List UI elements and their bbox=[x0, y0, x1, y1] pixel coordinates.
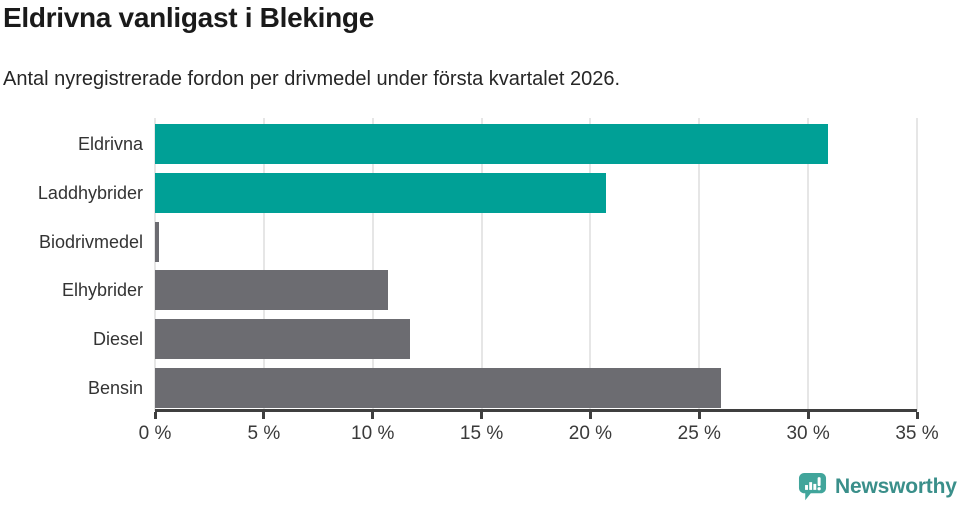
x-axis-tick bbox=[480, 412, 484, 419]
plot-area: 0 % 5 % 10 % 15 % 20 % 25 % 30 % 35 % bbox=[139, 118, 939, 444]
category-label: Bensin bbox=[87, 378, 143, 398]
chart-subtitle: Antal nyregistrerade fordon per drivmede… bbox=[3, 68, 621, 90]
x-axis-tick-label: 20 % bbox=[568, 423, 613, 444]
category-label: Laddhybrider bbox=[37, 182, 143, 203]
newsworthy-logo-icon bbox=[798, 472, 827, 501]
category-label: Diesel bbox=[92, 329, 143, 350]
bar-biodrivmedel bbox=[155, 221, 160, 262]
newsworthy-brand-text: Newsworthy bbox=[835, 474, 957, 498]
x-axis-tick bbox=[806, 412, 810, 419]
gridline bbox=[480, 118, 483, 411]
gridline bbox=[807, 118, 810, 411]
bar-elhybrider bbox=[155, 270, 388, 311]
bar-laddhybrider bbox=[155, 172, 606, 213]
category-label: Elhybrider bbox=[61, 280, 143, 301]
category-label: Eldrivna bbox=[77, 134, 143, 154]
x-axis-tick bbox=[915, 412, 919, 419]
category-labels: Eldrivna Laddhybrider Biodrivmedel Elhybrid… bbox=[0, 118, 143, 411]
bar-bensin bbox=[155, 368, 722, 408]
x-axis-tick-label: 25 % bbox=[677, 423, 721, 444]
x-axis-tick-label: 10 % bbox=[351, 423, 395, 444]
x-axis-tick bbox=[697, 412, 701, 419]
x-axis-tick-label: 30 % bbox=[786, 423, 830, 444]
x-axis-tick-label: 15 % bbox=[459, 423, 504, 444]
category-label: Biodrivmedel bbox=[38, 231, 143, 252]
x-axis-tick bbox=[262, 412, 266, 419]
x-axis-tick bbox=[371, 412, 375, 419]
newsworthy-brand: Newsworthy bbox=[798, 471, 957, 502]
x-axis-tick-label: 0 % bbox=[138, 423, 172, 444]
gridline bbox=[262, 118, 265, 411]
x-axis-line bbox=[155, 409, 917, 412]
x-axis-tick-label: 35 % bbox=[895, 423, 939, 444]
bar-eldrivna bbox=[155, 124, 828, 164]
x-axis-tick bbox=[153, 412, 157, 419]
gridline bbox=[154, 118, 156, 411]
gridline bbox=[589, 118, 592, 411]
speech-bubble-shape bbox=[798, 472, 827, 501]
gridline bbox=[916, 118, 918, 411]
chart-title: Eldrivna vanligast i Blekinge bbox=[3, 2, 374, 33]
bar-diesel bbox=[155, 319, 410, 360]
gridline bbox=[698, 118, 701, 411]
x-axis-tick bbox=[588, 412, 592, 419]
x-axis-tick-label: 5 % bbox=[247, 423, 281, 444]
gridline bbox=[371, 118, 374, 411]
